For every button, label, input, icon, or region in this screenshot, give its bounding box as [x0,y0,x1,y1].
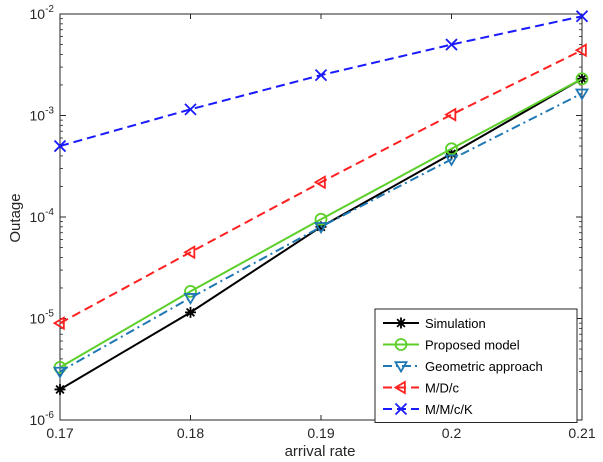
data-point [314,68,328,82]
legend-item: Geometric approach [383,359,543,374]
series-geometric-approach [52,88,590,379]
legend-marker [394,402,408,416]
data-point [444,154,459,167]
series-line [59,77,583,369]
data-point [576,73,588,85]
series-m-m-c-k [53,10,589,153]
y-axis-ticks: 10-6 10-5 10-4 10-3 10-2 [30,4,582,428]
legend-marker [394,338,408,351]
legend: Simulation Proposed model Geometric approa… [374,308,578,423]
data-point [313,222,329,235]
legend-label: Geometric approach [425,359,543,374]
data-point [314,212,328,226]
x-tick-label: 0.17 [46,425,73,441]
data-point [444,107,457,122]
data-point [575,72,589,86]
legend-marker [395,317,407,329]
x-axis-ticks: 0.17 0.18 0.19 0.2 0.21 [46,14,596,441]
data-point [52,316,65,331]
y-tick-label: 10-2 [30,4,55,22]
x-tick-label: 0.2 [442,425,462,441]
x-tick-label: 0.18 [177,425,204,441]
legend-item: Proposed model [383,338,520,353]
y-tick-label: 10-3 [30,106,55,124]
data-point [574,88,590,101]
legend-label: M/M/c/K [425,402,473,417]
y-tick-label: 10-5 [30,309,55,327]
legend-marker [393,361,409,374]
legend-label: Simulation [425,316,486,331]
legend-marker [393,380,406,395]
data-point [53,139,67,153]
series-line [59,92,583,373]
legend-item: Simulation [383,316,486,331]
data-point [183,293,198,306]
legend-item: M/M/c/K [383,402,473,417]
data-point [183,245,196,260]
data-point [313,175,326,190]
y-tick-label: 10-6 [30,410,55,428]
data-point [184,284,197,298]
legend-label: Proposed model [425,338,520,353]
data-point [185,306,196,318]
y-axis-label: Outage [7,193,24,242]
legend-item: M/D/c [383,380,459,396]
data-point [184,103,197,116]
data-point [52,366,68,379]
data-point [54,383,66,395]
series-line [59,49,583,325]
data-point [574,43,587,58]
x-tick-label: 0.19 [307,425,334,441]
legend-label: M/D/c [425,381,459,396]
series-layer [52,10,590,395]
x-tick-label: 0.21 [568,425,595,441]
x-axis-label: arrival rate [285,443,356,460]
data-point [445,142,458,156]
series-m-d-c [52,43,587,331]
y-tick-label: 10-4 [30,207,55,225]
data-point [575,10,589,23]
data-point [445,38,458,51]
